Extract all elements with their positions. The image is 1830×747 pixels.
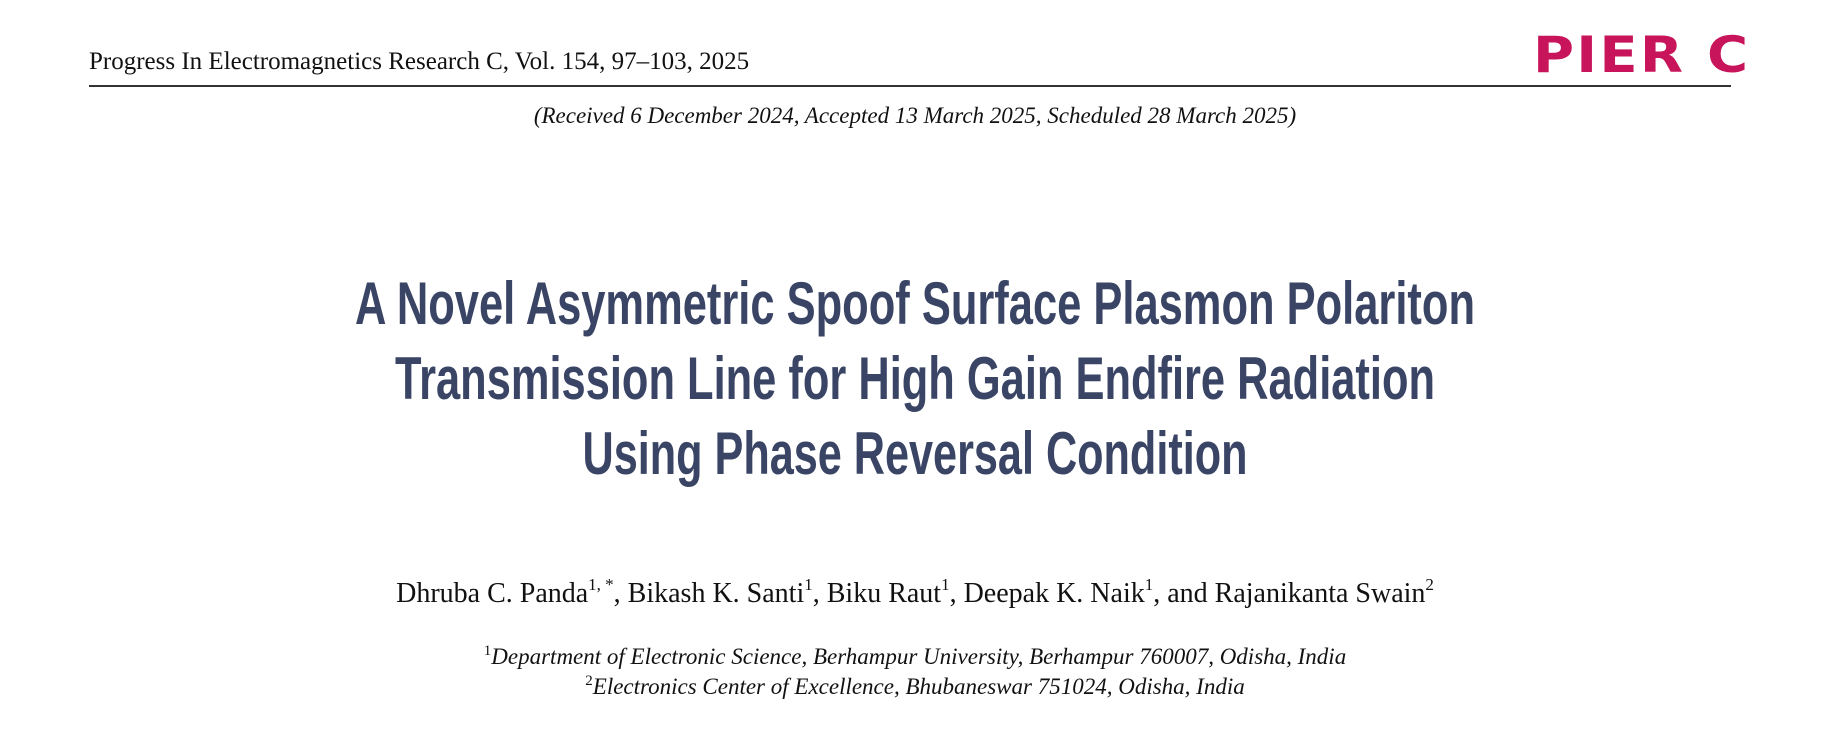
affiliation-text: Department of Electronic Science, Berham… — [491, 644, 1347, 669]
affiliation-mark: 1 — [1144, 575, 1154, 594]
journal-info: Progress In Electromagnetics Research C,… — [89, 48, 750, 75]
title-line: Transmission Line for High Gain Endfire … — [395, 345, 1435, 412]
affiliation: 1Department of Electronic Science, Berha… — [0, 642, 1830, 672]
affiliation: 2Electronics Center of Excellence, Bhuba… — [0, 672, 1830, 702]
author-name: Rajanikanta Swain — [1214, 578, 1426, 609]
affiliation-number: 1 — [483, 643, 492, 659]
separator: , — [1153, 578, 1161, 609]
affiliation-mark: 1, * — [588, 575, 614, 594]
affiliations: 1Department of Electronic Science, Berha… — [0, 642, 1830, 702]
title: A Novel Asymmetric Spoof Surface Plasmon… — [355, 270, 1475, 487]
separator: , — [613, 578, 621, 609]
authors: Dhruba C. Panda1, *, Bikash K. Santi1, B… — [0, 575, 1830, 610]
affiliation-text: Electronics Center of Excellence, Bhuban… — [592, 674, 1245, 699]
conjunction: and — [1167, 578, 1208, 609]
affiliation-mark: 2 — [1425, 575, 1434, 594]
separator: , — [812, 578, 820, 609]
journal-logo: PIER C — [1533, 26, 1751, 84]
author-name: Dhruba C. Panda — [396, 578, 589, 609]
affiliation-mark: 1 — [941, 575, 950, 594]
title-line: Using Phase Reversal Condition — [583, 420, 1248, 487]
affiliation-mark: 1 — [804, 575, 813, 594]
received-dates: (Received 6 December 2024, Accepted 13 M… — [533, 103, 1297, 128]
title-line: A Novel Asymmetric Spoof Surface Plasmon… — [355, 270, 1475, 337]
author-name: Deepak K. Naik — [963, 578, 1145, 609]
author-name: Bikash K. Santi — [627, 578, 805, 609]
affiliation-number: 2 — [585, 673, 593, 689]
author-name: Biku Raut — [826, 578, 942, 609]
separator: , — [949, 578, 957, 609]
header-rule — [89, 85, 1731, 87]
